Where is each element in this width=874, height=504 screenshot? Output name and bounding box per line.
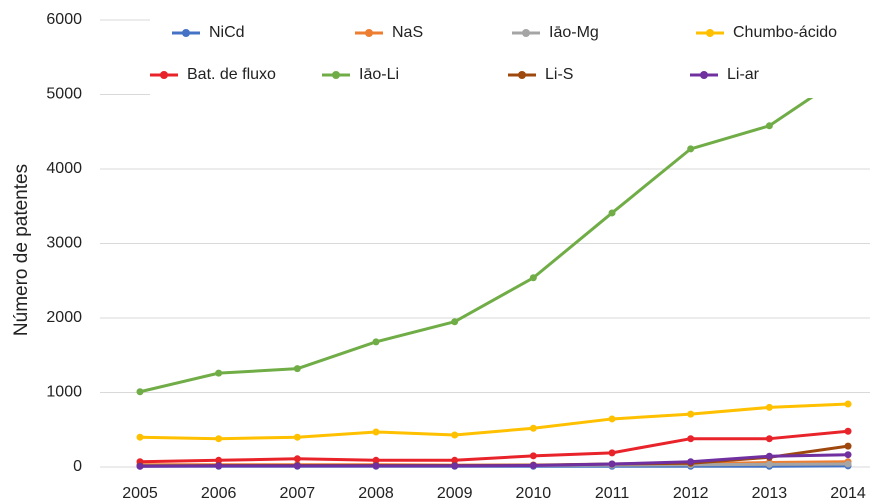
x-tick-label: 2013 bbox=[752, 485, 788, 502]
point bbox=[844, 427, 852, 435]
point bbox=[608, 415, 616, 423]
point bbox=[293, 455, 301, 463]
point bbox=[451, 456, 459, 464]
point bbox=[765, 435, 773, 443]
legend-label: Chumbo-ácido bbox=[733, 24, 837, 41]
line bbox=[139, 429, 849, 464]
legend-marker bbox=[365, 29, 373, 37]
y-tick-label: 2000 bbox=[46, 309, 82, 326]
point bbox=[372, 462, 380, 470]
line bbox=[139, 453, 849, 468]
y-tick-label: 4000 bbox=[46, 160, 82, 177]
y-tick-label: 0 bbox=[73, 458, 82, 475]
y-tick-label: 5000 bbox=[46, 86, 82, 103]
point bbox=[608, 209, 616, 217]
legend-marker bbox=[518, 71, 526, 79]
point bbox=[136, 462, 144, 470]
point bbox=[451, 318, 459, 326]
x-tick-label: 2006 bbox=[201, 485, 237, 502]
point bbox=[765, 452, 773, 460]
point bbox=[293, 462, 301, 470]
line bbox=[139, 71, 849, 394]
y-axis-label: Número de patentes bbox=[11, 164, 32, 336]
legend-box bbox=[150, 12, 870, 98]
x-tick-label: 2014 bbox=[830, 485, 866, 502]
legend-marker bbox=[522, 29, 530, 37]
point bbox=[215, 435, 223, 443]
point bbox=[136, 433, 144, 441]
x-tick-label: 2011 bbox=[595, 485, 630, 502]
point bbox=[136, 388, 144, 396]
point bbox=[687, 458, 695, 466]
x-tick-label: 2010 bbox=[516, 485, 552, 502]
legend-label: Bat. de fluxo bbox=[187, 66, 276, 83]
y-tick-label: 6000 bbox=[46, 11, 82, 28]
legend-label: NaS bbox=[392, 24, 423, 41]
point bbox=[687, 435, 695, 443]
point bbox=[844, 451, 852, 459]
legend-marker bbox=[332, 71, 340, 79]
legend-label: Li-ar bbox=[727, 66, 760, 83]
point bbox=[529, 452, 537, 460]
y-tick-label: 1000 bbox=[46, 384, 82, 401]
point bbox=[529, 274, 537, 282]
legend-label: Iāo-Mg bbox=[549, 24, 599, 41]
legend-marker bbox=[160, 71, 168, 79]
point bbox=[293, 365, 301, 373]
x-tick-label: 2008 bbox=[358, 485, 394, 502]
point bbox=[687, 145, 695, 153]
point bbox=[529, 462, 537, 470]
point bbox=[215, 369, 223, 377]
point bbox=[608, 449, 616, 457]
legend-marker bbox=[700, 71, 708, 79]
point bbox=[293, 433, 301, 441]
point bbox=[451, 462, 459, 470]
point bbox=[372, 338, 380, 346]
line bbox=[139, 402, 849, 441]
legend-label: Iāo-Li bbox=[359, 66, 399, 83]
point bbox=[844, 400, 852, 408]
x-tick-label: 2007 bbox=[280, 485, 316, 502]
legend-marker bbox=[706, 29, 714, 37]
legend-marker bbox=[182, 29, 190, 37]
legend-label: Li-S bbox=[545, 66, 573, 83]
x-tick-label: 2005 bbox=[122, 485, 158, 502]
point bbox=[765, 122, 773, 130]
point bbox=[372, 428, 380, 436]
point bbox=[451, 431, 459, 439]
point bbox=[687, 410, 695, 418]
point bbox=[529, 424, 537, 432]
legend-label: NiCd bbox=[209, 24, 245, 41]
x-tick-label: 2012 bbox=[673, 485, 709, 502]
y-tick-label: 3000 bbox=[46, 235, 82, 252]
point bbox=[608, 460, 616, 468]
point bbox=[765, 403, 773, 411]
point bbox=[844, 460, 852, 468]
point bbox=[844, 442, 852, 450]
point bbox=[215, 456, 223, 464]
point bbox=[215, 462, 223, 470]
point bbox=[765, 460, 773, 468]
point bbox=[372, 456, 380, 464]
x-tick-label: 2009 bbox=[437, 485, 473, 502]
